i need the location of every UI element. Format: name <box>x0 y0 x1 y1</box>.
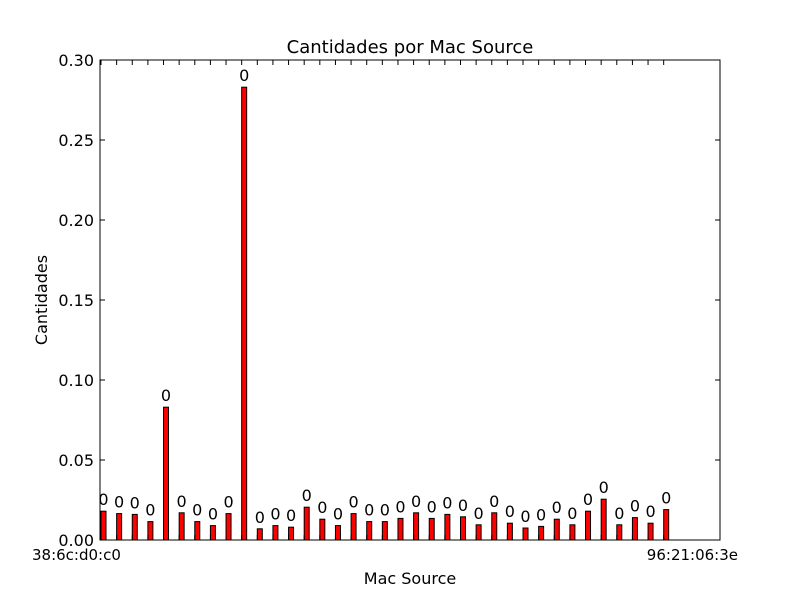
bar-value-label-0: 0 <box>98 490 108 509</box>
bar-22 <box>444 513 451 541</box>
bar-34 <box>631 517 638 541</box>
bar-0 <box>100 510 107 541</box>
y-tick-label-3: 0.15 <box>58 291 94 310</box>
bar-value-label-14: 0 <box>317 498 327 517</box>
y-axis-ticks: 0.00 0.05 0.10 0.15 0.20 0.25 0.30 <box>58 51 720 550</box>
bar-8 <box>225 513 232 541</box>
bar-23 <box>459 516 466 541</box>
bars-layer <box>100 86 670 541</box>
bar-33 <box>616 524 623 541</box>
bar-7 <box>209 525 216 541</box>
bar-value-label-4: 0 <box>161 386 171 405</box>
bar-25 <box>491 512 498 541</box>
bar-9 <box>241 86 248 541</box>
bar-value-label-34: 0 <box>630 497 640 516</box>
bar-value-label-21: 0 <box>427 497 437 516</box>
bar-value-label-10: 0 <box>255 508 265 527</box>
bar-16 <box>350 513 357 541</box>
bar-value-label-27: 0 <box>520 507 530 526</box>
bar-14 <box>319 518 326 541</box>
bar-value-label-9: 0 <box>239 66 249 85</box>
x-axis-ticks <box>100 60 665 540</box>
bar-value-label-26: 0 <box>505 502 515 521</box>
bar-value-label-3: 0 <box>145 501 155 520</box>
bar-value-label-25: 0 <box>489 492 499 511</box>
bar-value-label-8: 0 <box>223 493 233 512</box>
bar-31 <box>585 510 592 541</box>
y-tick-label-4: 0.20 <box>58 211 94 230</box>
bar-value-label-24: 0 <box>474 504 484 523</box>
bar-36 <box>663 509 670 541</box>
bar-value-label-6: 0 <box>192 501 202 520</box>
chart-title: Cantidades por Mac Source <box>287 37 534 58</box>
bar-13 <box>303 506 310 541</box>
bar-10 <box>256 528 263 541</box>
bar-35 <box>647 522 654 541</box>
bar-32 <box>600 498 607 541</box>
y-tick-label-6: 0.30 <box>58 51 94 70</box>
bar-4 <box>163 406 170 541</box>
bar-27 <box>522 527 529 541</box>
bar-6 <box>194 521 201 541</box>
bar-3 <box>147 521 154 541</box>
bar-value-label-11: 0 <box>270 505 280 524</box>
bar-value-label-36: 0 <box>661 489 671 508</box>
bar-value-label-2: 0 <box>130 493 140 512</box>
bar-24 <box>475 524 482 541</box>
bar-value-label-17: 0 <box>364 501 374 520</box>
bar-value-label-20: 0 <box>411 492 421 511</box>
bar-5 <box>178 512 185 541</box>
bar-30 <box>569 524 576 541</box>
bar-18 <box>381 521 388 541</box>
bar-value-label-18: 0 <box>380 501 390 520</box>
bar-1 <box>116 513 123 541</box>
plot-background <box>100 60 720 540</box>
y-tick-label-1: 0.05 <box>58 451 94 470</box>
bar-value-label-13: 0 <box>302 486 312 505</box>
bar-value-label-1: 0 <box>114 493 124 512</box>
bar-29 <box>553 518 560 541</box>
bar-26 <box>506 522 513 541</box>
bar-value-label-32: 0 <box>599 478 609 497</box>
bar-value-label-33: 0 <box>614 504 624 523</box>
bar-value-label-31: 0 <box>583 490 593 509</box>
y-tick-label-5: 0.25 <box>58 131 94 150</box>
bar-19 <box>397 517 404 541</box>
bar-value-label-23: 0 <box>458 496 468 515</box>
bar-28 <box>538 525 545 541</box>
bar-value-label-22: 0 <box>442 493 452 512</box>
bar-12 <box>288 526 295 541</box>
x-tick-label-right: 96:21:06:3e <box>647 546 738 564</box>
bar-value-label-35: 0 <box>645 502 655 521</box>
bar-value-label-15: 0 <box>333 505 343 524</box>
bar-value-label-5: 0 <box>177 492 187 511</box>
plot-frame <box>99 59 721 541</box>
bar-21 <box>428 517 435 541</box>
x-axis-label: Mac Source <box>364 569 456 588</box>
y-tick-label-2: 0.10 <box>58 371 94 390</box>
bar-value-label-7: 0 <box>208 505 218 524</box>
bar-20 <box>413 512 420 541</box>
bar-2 <box>131 513 138 541</box>
y-tick-label-0: 0.00 <box>58 531 94 550</box>
bar-value-label-19: 0 <box>395 497 405 516</box>
x-tick-label-left: 38:6c:d0:c0 <box>32 546 121 564</box>
bar-value-label-12: 0 <box>286 506 296 525</box>
y-axis-label: Cantidades <box>32 255 51 345</box>
bar-value-label-16: 0 <box>348 493 358 512</box>
bar-17 <box>366 521 373 541</box>
bar-value-label-28: 0 <box>536 505 546 524</box>
bar-value-label-30: 0 <box>567 504 577 523</box>
bar-15 <box>334 525 341 541</box>
bar-value-label-29: 0 <box>552 498 562 517</box>
bar-11 <box>272 525 279 541</box>
